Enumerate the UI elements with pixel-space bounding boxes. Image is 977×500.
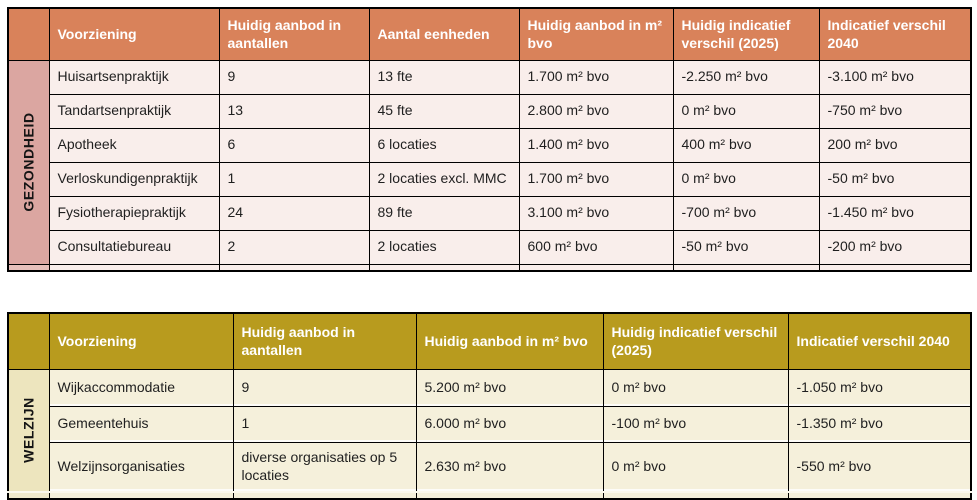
table-cell: -550 m² bvo — [787, 441, 972, 493]
column-header-indicatief-verschil-2040: Indicatief verschil 2040 — [818, 7, 972, 61]
table-cell: 1.400 m² bvo — [518, 127, 674, 163]
table-cell: Huisartsenpraktijk — [48, 59, 220, 95]
table-cell: Consultatiebureau — [48, 229, 220, 265]
column-header-indicatief-verschil-2040: Indicatief verschil 2040 — [787, 312, 972, 370]
column-header-aantal-eenheden: Aantal eenheden — [368, 7, 520, 61]
table-cell: -1.050 m² bvo — [787, 368, 972, 407]
table-cell: 5.200 m² bvo — [415, 368, 604, 407]
gezondheid-header-row: Voorziening Huidig aanbod in aantallen A… — [7, 7, 972, 61]
table-cell: 24 — [218, 195, 370, 231]
table-cell: -3.100 m² bvo — [818, 59, 972, 95]
table-cell: -50 m² bvo — [818, 161, 972, 197]
table-row: WELZIJN Wijkaccommodatie 9 5.200 m² bvo … — [7, 368, 972, 493]
table-cell: 2.800 m² bvo — [518, 93, 674, 129]
table-cell: -750 m² bvo — [818, 93, 972, 129]
table-cell: -1.450 m² bvo — [818, 195, 972, 231]
table-cell: -700 m² bvo — [672, 195, 820, 231]
welzijn-corner-cell — [7, 312, 50, 370]
table-cell: 1 — [218, 161, 370, 197]
table-cell: 13 — [218, 93, 370, 129]
sliver-cell — [218, 263, 370, 271]
sliver-cell — [818, 263, 972, 271]
column-header-voorziening: Voorziening — [48, 312, 234, 370]
table-cell: 1.700 m² bvo — [518, 59, 674, 95]
table-cell: -50 m² bvo — [672, 229, 820, 265]
sliver-cell — [602, 491, 789, 500]
table-cell: 3.100 m² bvo — [518, 195, 674, 231]
table-cell: -100 m² bvo — [602, 405, 789, 443]
category-cell-gezondheid: GEZONDHEID — [7, 59, 50, 265]
sliver-cell — [48, 263, 220, 271]
table-cell: 200 m² bvo — [818, 127, 972, 163]
gezondheid-table: Voorziening Huidig aanbod in aantallen A… — [7, 7, 972, 272]
table-cell: Wijkaccommodatie — [48, 368, 234, 407]
sliver-cell — [7, 263, 50, 271]
sliver-cell — [368, 263, 520, 271]
category-label-welzijn: WELZIJN — [20, 397, 36, 464]
welzijn-table: Voorziening Huidig aanbod in aantallen H… — [7, 312, 972, 500]
clipped-row — [7, 263, 972, 271]
table-row: Apotheek 6 6 locaties 1.400 m² bvo 400 m… — [8, 127, 972, 163]
sliver-cell — [232, 491, 417, 500]
table-cell: 89 fte — [368, 195, 520, 231]
table-cell: 0 m² bvo — [672, 93, 820, 129]
column-header-indicatief-verschil-2025: Huidig indicatief verschil (2025) — [672, 7, 820, 61]
column-header-huidig-aanbod-m2: Huidig aanbod in m² bvo — [415, 312, 604, 370]
table-cell: Welzijnsorganisaties — [48, 441, 234, 493]
sliver-cell — [48, 491, 234, 500]
sliver-cell — [7, 491, 50, 500]
category-cell-welzijn: WELZIJN — [7, 368, 50, 493]
table-row: Gemeentehuis 1 6.000 m² bvo -100 m² bvo … — [8, 405, 972, 443]
column-header-indicatief-verschil-2025: Huidig indicatief verschil (2025) — [602, 312, 789, 370]
column-header-voorziening: Voorziening — [48, 7, 220, 61]
table-cell: 9 — [218, 59, 370, 95]
table-cell: -1.350 m² bvo — [787, 405, 972, 443]
column-header-huidig-aanbod-aantallen: Huidig aanbod in aantallen — [218, 7, 370, 61]
table-cell: Tandartsenpraktijk — [48, 93, 220, 129]
welzijn-header-row: Voorziening Huidig aanbod in aantallen H… — [7, 312, 972, 370]
table-cell: 6 locaties — [368, 127, 520, 163]
table-cell: 0 m² bvo — [602, 368, 789, 407]
sliver-cell — [787, 491, 972, 500]
table-row: Fysiotherapiepraktijk 24 89 fte 3.100 m²… — [8, 195, 972, 231]
table-cell: 6 — [218, 127, 370, 163]
column-header-huidig-aanbod-aantallen: Huidig aanbod in aantallen — [232, 312, 417, 370]
table-cell: 0 m² bvo — [672, 161, 820, 197]
table-cell: Apotheek — [48, 127, 220, 163]
column-header-huidig-aanbod-m2: Huidig aanbod in m² bvo — [518, 7, 674, 61]
table-cell: 2 locaties excl. MMC — [368, 161, 520, 197]
clipped-row — [7, 491, 972, 500]
table-cell: -2.250 m² bvo — [672, 59, 820, 95]
table-row: Consultatiebureau 2 2 locaties 600 m² bv… — [8, 229, 972, 265]
table-cell: 45 fte — [368, 93, 520, 129]
gezondheid-corner-cell — [7, 7, 50, 61]
category-label-gezondheid: GEZONDHEID — [20, 112, 36, 212]
table-cell: 1.700 m² bvo — [518, 161, 674, 197]
table-cell: 6.000 m² bvo — [415, 405, 604, 443]
table-cell: Verloskundigenpraktijk — [48, 161, 220, 197]
table-row: Welzijnsorganisaties diverse organisatie… — [8, 441, 972, 493]
table-cell: 0 m² bvo — [602, 441, 789, 493]
table-cell: 9 — [232, 368, 417, 407]
sliver-cell — [415, 491, 604, 500]
table-row: Verloskundigenpraktijk 1 2 locaties excl… — [8, 161, 972, 197]
table-row: Tandartsenpraktijk 13 45 fte 2.800 m² bv… — [8, 93, 972, 129]
table-cell: 1 — [232, 405, 417, 443]
table-cell: Gemeentehuis — [48, 405, 234, 443]
sliver-cell — [672, 263, 820, 271]
table-cell: 2 locaties — [368, 229, 520, 265]
table-cell: -200 m² bvo — [818, 229, 972, 265]
table-cell: 2 — [218, 229, 370, 265]
table-cell: 13 fte — [368, 59, 520, 95]
sliver-cell — [518, 263, 674, 271]
table-cell: 400 m² bvo — [672, 127, 820, 163]
table-cell: 600 m² bvo — [518, 229, 674, 265]
table-row: GEZONDHEID Huisartsenpraktijk 9 13 fte 1… — [7, 59, 972, 265]
table-cell: Fysiotherapiepraktijk — [48, 195, 220, 231]
table-cell: diverse organisaties op 5 locaties — [232, 441, 417, 493]
table-cell: 2.630 m² bvo — [415, 441, 604, 493]
